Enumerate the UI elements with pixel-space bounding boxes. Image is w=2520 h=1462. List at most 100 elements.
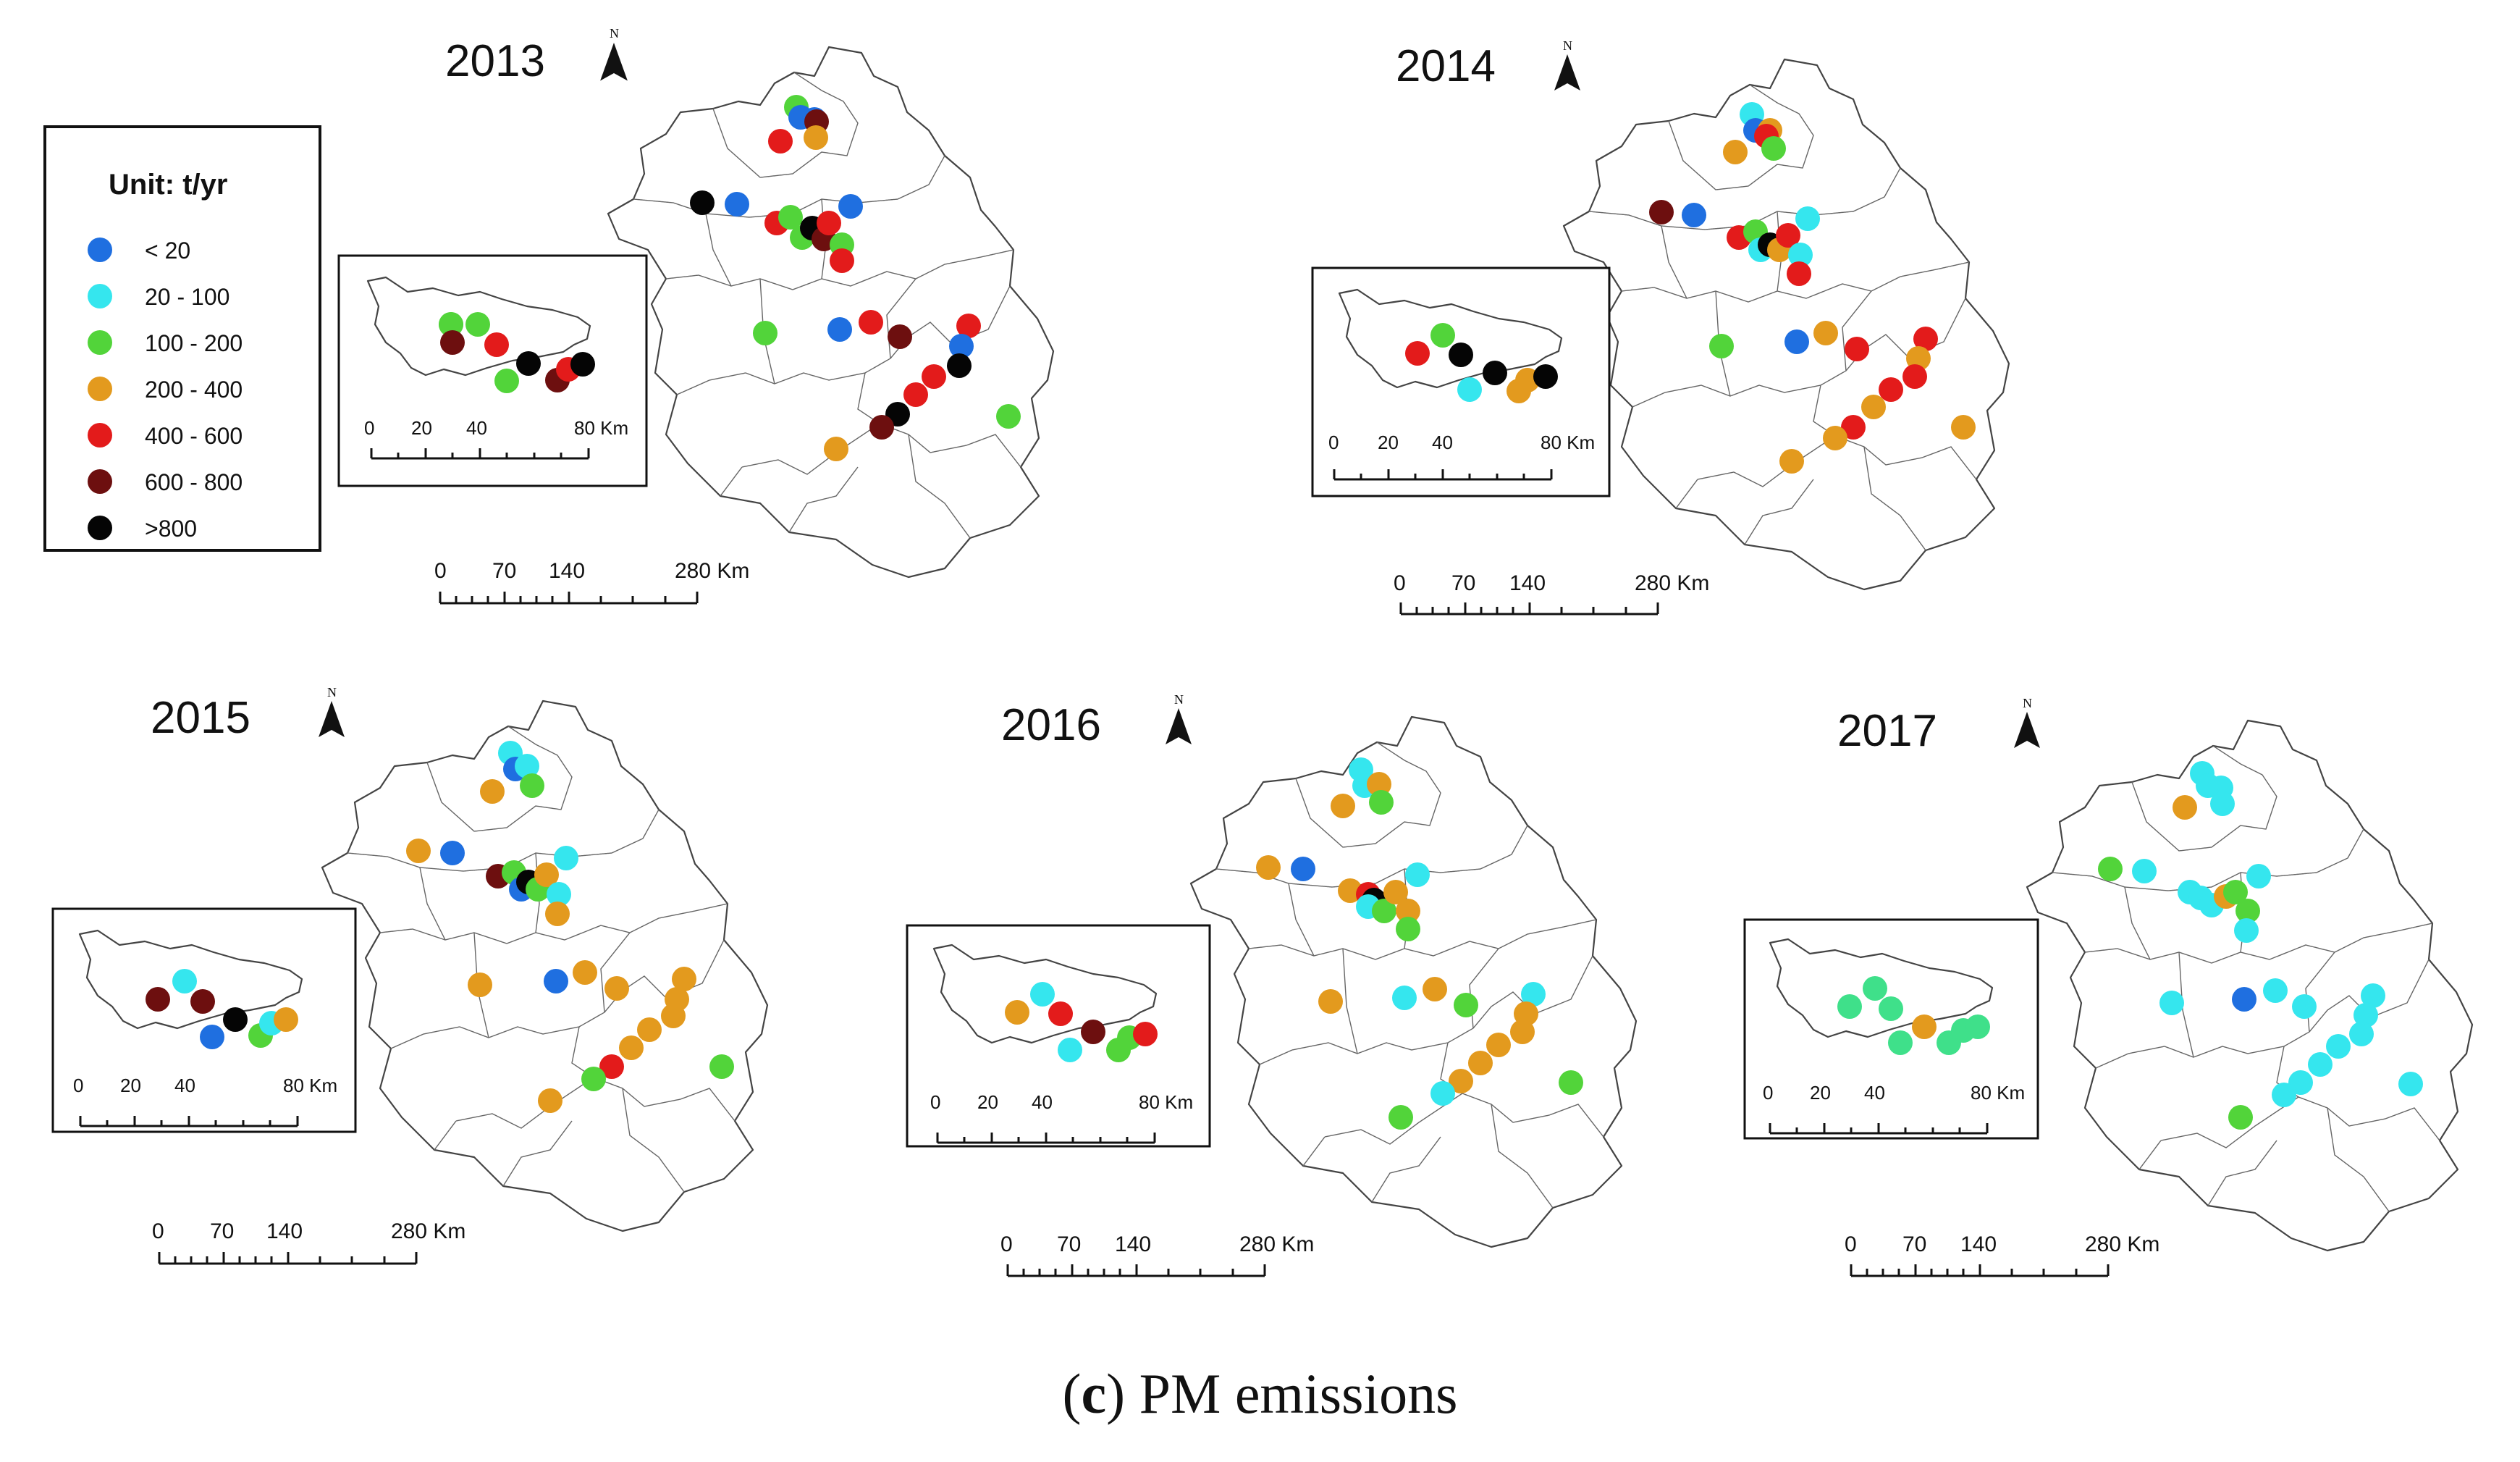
emission-point xyxy=(545,902,570,926)
inset-map: 0 20 40 80 Km xyxy=(906,924,1211,1148)
province-map xyxy=(321,700,769,1232)
north-arrow-icon: N xyxy=(319,685,345,737)
legend-swatch-lt20 xyxy=(88,238,112,262)
emission-point xyxy=(869,415,894,440)
main-scale-bar xyxy=(1399,601,1659,616)
inset-emission-point xyxy=(1457,377,1482,402)
inset-map: 0 20 40 80 Km xyxy=(1743,918,2039,1140)
emission-point xyxy=(1902,364,1927,389)
emission-point xyxy=(949,334,974,358)
emission-point xyxy=(672,967,696,991)
legend-item: 100 - 200 xyxy=(88,330,243,356)
emission-point xyxy=(1383,880,1408,904)
year-label-2016: 2016 xyxy=(1001,700,1101,750)
main-scale-bar xyxy=(158,1251,418,1265)
legend-item: 20 - 100 xyxy=(88,284,229,310)
legend-label-gt800: >800 xyxy=(145,516,197,542)
legend-item: 600 - 800 xyxy=(88,469,243,495)
legend-label-lt20: < 20 xyxy=(145,238,190,264)
emission-point xyxy=(1318,989,1343,1014)
emission-point xyxy=(2398,1072,2423,1096)
emission-point xyxy=(1388,1105,1413,1130)
inset-emission-point xyxy=(1005,1000,1029,1025)
emission-point xyxy=(1372,899,1396,923)
emission-point xyxy=(1723,140,1748,164)
inset-emission-point xyxy=(146,987,170,1012)
emission-point xyxy=(619,1035,644,1060)
emission-point xyxy=(1813,321,1838,345)
caption-letter: c xyxy=(1081,1362,1107,1425)
inset-emission-point xyxy=(274,1007,298,1032)
svg-text:280 Km: 280 Km xyxy=(675,559,749,583)
emission-point xyxy=(2132,859,2157,883)
emission-point xyxy=(2308,1052,2333,1077)
svg-text:0: 0 xyxy=(73,1075,83,1096)
emission-point xyxy=(1396,917,1420,941)
emission-point xyxy=(2353,1003,2378,1028)
svg-text:0: 0 xyxy=(364,417,374,439)
emission-point xyxy=(573,960,597,985)
province-map xyxy=(1562,58,2010,591)
emission-point xyxy=(1331,794,1355,818)
emission-point xyxy=(1454,993,1478,1017)
emission-point xyxy=(1879,377,1903,402)
emission-point xyxy=(2210,791,2235,816)
emission-point xyxy=(661,1004,686,1028)
svg-text:N: N xyxy=(2023,696,2032,710)
emission-point xyxy=(2235,899,2260,923)
main-scale-bar xyxy=(1006,1263,1266,1277)
main-scale-bar xyxy=(1850,1263,2110,1277)
emission-point xyxy=(440,841,465,865)
emission-point xyxy=(830,248,854,273)
legend: Unit: t/yr < 20 20 - 100 100 - 200 200 -… xyxy=(43,125,321,552)
inset-emission-point xyxy=(570,352,595,377)
svg-text:0: 0 xyxy=(152,1219,164,1243)
legend-label-600-800: 600 - 800 xyxy=(145,469,243,495)
svg-text:20: 20 xyxy=(120,1075,141,1096)
emission-point xyxy=(2234,918,2259,943)
emission-point xyxy=(520,773,544,798)
svg-text:140: 140 xyxy=(266,1219,303,1243)
emission-point xyxy=(827,317,852,342)
inset-emission-point xyxy=(1048,1001,1073,1026)
north-arrow-icon: N xyxy=(2014,696,2040,748)
emission-point xyxy=(725,192,749,217)
svg-text:70: 70 xyxy=(1902,1232,1926,1256)
emission-point xyxy=(947,353,972,378)
inset-emission-point xyxy=(172,969,197,993)
svg-text:140: 140 xyxy=(1115,1232,1151,1256)
svg-text:0: 0 xyxy=(1763,1082,1773,1104)
emission-point xyxy=(599,1054,624,1079)
north-arrow-icon: N xyxy=(1554,38,1580,91)
inset-emission-point xyxy=(1405,341,1430,366)
legend-label-400-600: 400 - 600 xyxy=(145,423,243,449)
emission-point xyxy=(817,211,841,235)
main-scale-bar xyxy=(439,590,699,605)
emission-point xyxy=(515,754,539,778)
legend-swatch-600-800 xyxy=(88,469,112,494)
inset-emission-point xyxy=(1133,1022,1158,1046)
emission-point xyxy=(1682,203,1706,227)
caption-paren-open: ( xyxy=(1062,1362,1082,1425)
emission-point xyxy=(2292,994,2317,1019)
emission-point xyxy=(1861,395,1886,419)
legend-swatch-400-600 xyxy=(88,423,112,448)
emission-point xyxy=(2098,857,2123,881)
emission-point xyxy=(824,437,848,461)
svg-text:140: 140 xyxy=(1960,1232,1997,1256)
emission-point xyxy=(2326,1034,2351,1059)
inset-emission-point xyxy=(200,1025,224,1049)
svg-text:80 Km: 80 Km xyxy=(1139,1091,1193,1113)
inset-emission-point xyxy=(1030,982,1055,1007)
svg-text:70: 70 xyxy=(210,1219,234,1243)
inset-emission-point xyxy=(1533,364,1558,389)
svg-text:0: 0 xyxy=(1000,1232,1013,1256)
emission-point xyxy=(406,839,431,863)
panel-2013: 2013 N 0 20 40 80 Km 0 70 xyxy=(337,26,1055,605)
emission-point xyxy=(753,321,778,345)
emission-point xyxy=(2173,795,2197,820)
emission-point xyxy=(1788,243,1813,267)
emission-point xyxy=(468,972,492,997)
svg-text:N: N xyxy=(327,685,337,700)
emission-point xyxy=(1405,862,1430,887)
